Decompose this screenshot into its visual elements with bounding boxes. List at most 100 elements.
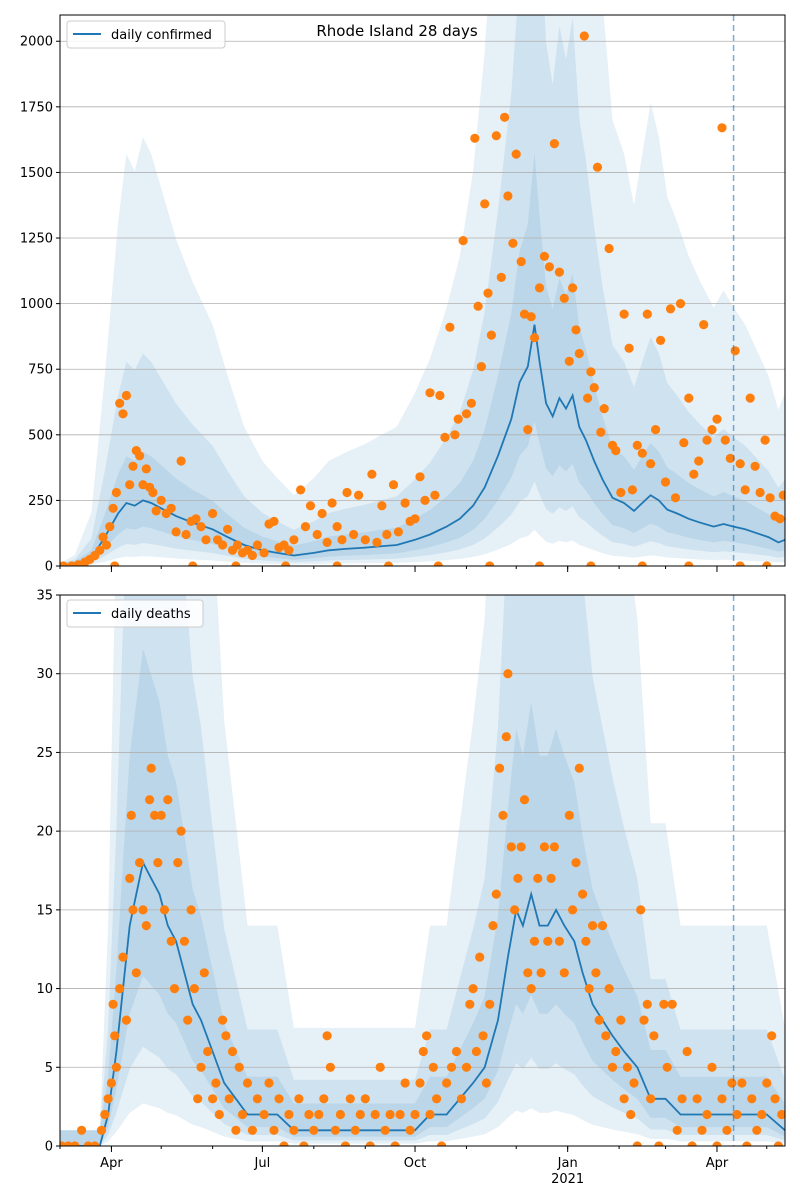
observed-point bbox=[646, 459, 656, 469]
observed-point bbox=[750, 461, 760, 471]
observed-point bbox=[583, 393, 593, 403]
observed-point bbox=[325, 1062, 335, 1072]
observed-point bbox=[456, 1094, 467, 1104]
observed-point bbox=[176, 456, 186, 466]
observed-point bbox=[677, 1094, 687, 1104]
observed-point bbox=[294, 1094, 304, 1104]
observed-point bbox=[689, 469, 699, 479]
observed-point bbox=[224, 1094, 234, 1104]
observed-point bbox=[762, 1078, 772, 1088]
observed-point bbox=[453, 414, 463, 424]
observed-point bbox=[574, 348, 584, 359]
observed-point bbox=[702, 1109, 712, 1120]
legend-box bbox=[66, 20, 226, 49]
observed-point bbox=[636, 905, 646, 915]
observed-point bbox=[649, 1031, 659, 1041]
observed-point bbox=[659, 999, 669, 1009]
observed-point bbox=[604, 243, 614, 254]
observed-point bbox=[651, 425, 661, 435]
observed-point bbox=[151, 506, 161, 516]
observed-point bbox=[242, 1078, 253, 1088]
observed-point bbox=[163, 795, 173, 805]
observed-point bbox=[554, 936, 565, 946]
observed-point bbox=[770, 1094, 780, 1104]
observed-point bbox=[125, 873, 135, 884]
observed-point bbox=[360, 1094, 370, 1104]
observed-point bbox=[105, 522, 115, 532]
observed-point bbox=[578, 889, 588, 899]
observed-point bbox=[370, 1109, 380, 1120]
observed-point bbox=[539, 842, 550, 852]
observed-point bbox=[428, 1062, 438, 1072]
observed-point bbox=[349, 529, 359, 540]
observed-point bbox=[201, 535, 211, 545]
observed-point bbox=[500, 112, 510, 122]
x-tick-label: Jul bbox=[254, 1156, 271, 1171]
observed-point bbox=[488, 921, 498, 931]
observed-point bbox=[778, 490, 785, 500]
observed-point bbox=[476, 362, 486, 372]
observed-point bbox=[737, 1078, 747, 1088]
deaths-legend: daily deaths bbox=[66, 599, 204, 628]
observed-point bbox=[760, 435, 770, 445]
observed-point bbox=[639, 1015, 649, 1025]
observed-point bbox=[642, 309, 652, 319]
y-tick-label: 10 bbox=[36, 982, 53, 997]
observed-point bbox=[594, 1015, 604, 1025]
observed-point bbox=[305, 501, 316, 511]
observed-point bbox=[432, 1094, 442, 1104]
observed-point bbox=[632, 440, 642, 450]
observed-point bbox=[176, 826, 186, 836]
observed-point bbox=[259, 1109, 269, 1120]
observed-point bbox=[694, 456, 704, 466]
observed-point bbox=[534, 283, 545, 293]
observed-point bbox=[523, 425, 533, 435]
observed-point bbox=[465, 999, 475, 1009]
observed-point bbox=[425, 1109, 435, 1120]
observed-point bbox=[372, 537, 382, 548]
observed-point bbox=[629, 1078, 639, 1088]
observed-point bbox=[179, 936, 189, 946]
observed-point bbox=[400, 1078, 410, 1088]
observed-point bbox=[503, 669, 513, 679]
observed-point bbox=[468, 984, 478, 994]
y-tick-label: 2000 bbox=[20, 35, 53, 50]
observed-point bbox=[377, 501, 387, 511]
observed-point bbox=[526, 984, 536, 994]
observed-point bbox=[319, 1094, 329, 1104]
observed-point bbox=[138, 905, 148, 915]
observed-point bbox=[568, 283, 578, 293]
observed-point bbox=[393, 527, 403, 537]
observed-point bbox=[755, 487, 765, 498]
observed-point bbox=[526, 312, 536, 322]
observed-point bbox=[121, 1015, 131, 1025]
median-series-line bbox=[60, 324, 785, 566]
y-tick-label: 0 bbox=[45, 560, 53, 575]
observed-point bbox=[574, 763, 584, 773]
observed-point bbox=[697, 1125, 707, 1135]
observed-point bbox=[118, 409, 128, 419]
observed-point bbox=[720, 435, 730, 445]
observed-point bbox=[508, 238, 518, 248]
observed-point bbox=[536, 968, 546, 978]
observed-point bbox=[350, 1125, 360, 1135]
observed-point bbox=[193, 1094, 203, 1104]
observed-point bbox=[483, 288, 493, 298]
observed-point bbox=[281, 561, 291, 566]
observed-point bbox=[106, 1078, 116, 1088]
x-tick-label: Jan bbox=[557, 1156, 578, 1171]
observed-point bbox=[597, 921, 608, 931]
observed-point bbox=[672, 1125, 682, 1135]
observed-point bbox=[622, 1062, 633, 1072]
y-tick-label: 1000 bbox=[20, 297, 53, 312]
uncertainty-band bbox=[60, 595, 785, 1146]
observed-point bbox=[252, 540, 262, 550]
observed-point bbox=[189, 984, 199, 994]
observed-point bbox=[498, 810, 508, 821]
observed-point bbox=[367, 469, 377, 479]
observed-point bbox=[289, 1125, 299, 1135]
observed-point bbox=[135, 858, 145, 868]
chart-title: Rhode Island 28 days bbox=[316, 22, 477, 40]
observed-point bbox=[108, 999, 118, 1009]
